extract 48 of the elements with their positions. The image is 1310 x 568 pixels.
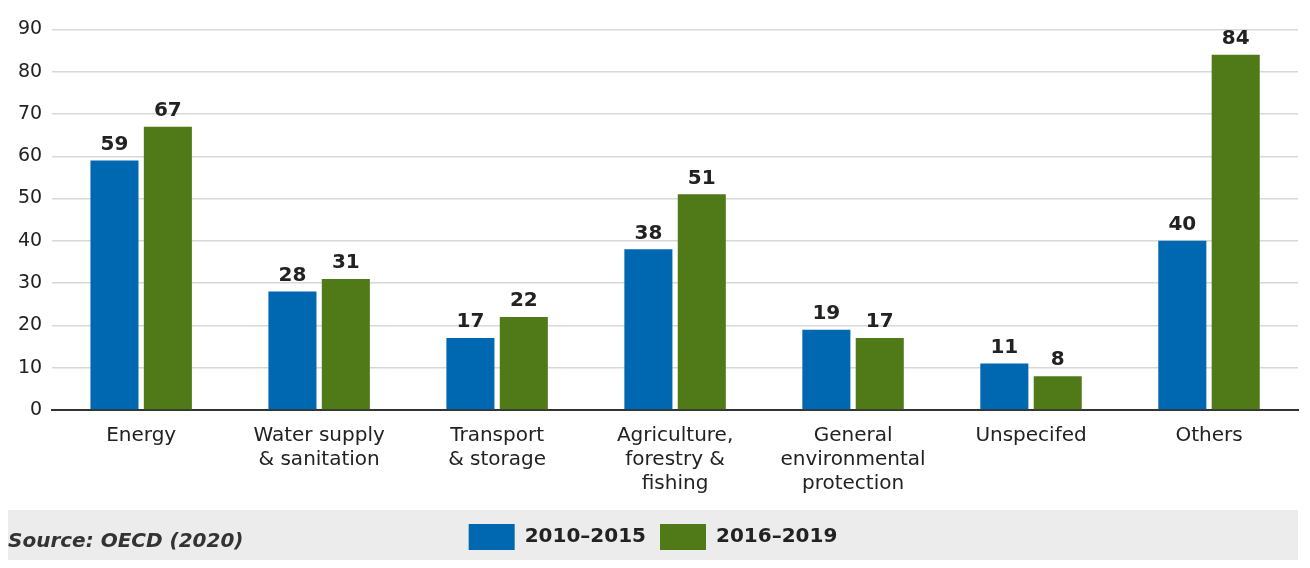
data-label: 67 — [153, 96, 182, 121]
bar — [321, 278, 370, 410]
y-tick-label: 40 — [17, 227, 43, 250]
bar — [90, 160, 139, 410]
legend-label: 2016–2019 — [716, 523, 838, 548]
x-tick-label: General environmental protection — [780, 422, 926, 495]
data-label: 17 — [456, 308, 485, 333]
data-label: 11 — [990, 333, 1019, 358]
bar — [624, 249, 673, 410]
bar — [268, 291, 317, 410]
bar — [677, 194, 726, 410]
source-note: Source: OECD (2020) — [8, 528, 244, 553]
y-tick-label: 70 — [17, 100, 43, 123]
bar — [802, 329, 851, 410]
data-label: 38 — [634, 219, 663, 244]
data-label: 84 — [1221, 24, 1250, 49]
x-tick-label: Energy — [106, 422, 177, 447]
data-label: 28 — [278, 261, 307, 286]
y-tick-label: 60 — [17, 143, 43, 166]
data-label: 31 — [331, 249, 360, 274]
bar — [143, 126, 192, 410]
y-tick-label: 10 — [17, 354, 43, 377]
x-tick-label: Others — [1175, 422, 1243, 447]
y-tick-label: 80 — [17, 58, 43, 81]
bar — [1033, 376, 1082, 410]
y-tick-label: 50 — [17, 185, 43, 208]
data-label: 59 — [100, 130, 129, 155]
data-label: 8 — [1050, 346, 1065, 371]
x-tick-label: Unspecifed — [975, 422, 1087, 447]
bar — [855, 338, 904, 410]
data-label: 19 — [812, 299, 841, 324]
y-tick-label: 0 — [30, 396, 43, 419]
data-label: 17 — [865, 308, 894, 333]
y-tick-label: 20 — [17, 312, 43, 335]
bar — [980, 363, 1029, 410]
y-tick-label: 90 — [17, 16, 43, 39]
data-label: 22 — [509, 287, 538, 312]
y-tick-label: 30 — [17, 270, 43, 293]
data-label: 51 — [687, 164, 716, 189]
x-tick-label: Water supply & sanitation — [253, 422, 385, 471]
bar — [1158, 240, 1207, 410]
bar — [499, 316, 548, 410]
legend-label: 2010–2015 — [524, 523, 646, 548]
bar — [446, 338, 495, 410]
bar — [1211, 54, 1260, 410]
x-tick-label: Agriculture, forestry & fishing — [616, 422, 734, 495]
data-label: 40 — [1168, 211, 1197, 236]
x-tick-label: Transport & storage — [448, 422, 547, 471]
